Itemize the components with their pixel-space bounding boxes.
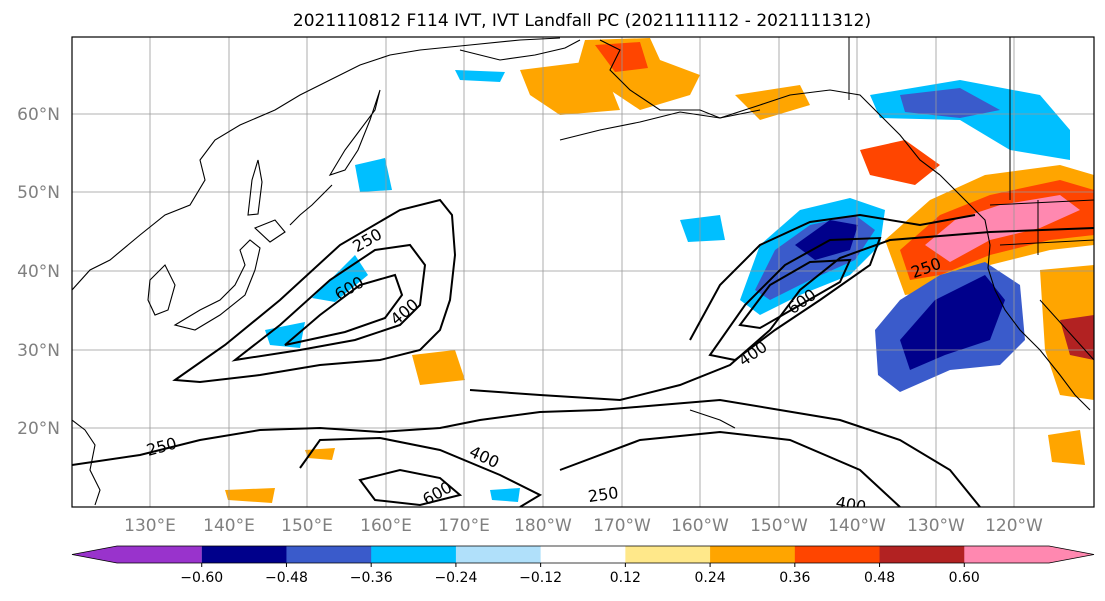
contour-label: 400 <box>834 493 867 517</box>
lon-label: 140°E <box>203 516 255 536</box>
ivt-contours <box>72 198 1094 507</box>
coast-korea <box>147 264 176 316</box>
negative-patch-offshore-core <box>900 275 1005 370</box>
lon-label: 130°E <box>124 516 176 536</box>
figure-title: 2021110812 F114 IVT, IVT Landfall PC (20… <box>293 11 871 31</box>
coast-hokkaido <box>253 219 286 243</box>
colorbar-swatch <box>540 546 626 563</box>
positive-patch-alaska-core <box>595 42 648 72</box>
contour-label: 250 <box>587 483 620 506</box>
coast-chukotka <box>459 39 581 61</box>
lat-labels: 60°N 50°N 40°N 30°N 20°N <box>17 105 60 439</box>
positive-patch-aleutian <box>520 60 620 115</box>
lon-label: 150°W <box>750 516 808 536</box>
positive-patch-bc <box>860 140 940 185</box>
coastlines <box>72 37 1091 506</box>
colorbar-swatch <box>625 546 711 563</box>
colorbar-label: 0.24 <box>695 570 726 586</box>
lon-labels: 130°E 140°E 150°E 160°E 170°E 180°W 170°… <box>124 516 1043 536</box>
negative-patch-wpac <box>312 255 368 302</box>
lat-label: 60°N <box>17 105 60 125</box>
colorbar-swatch <box>286 546 372 563</box>
lon-label: 120°W <box>985 516 1043 536</box>
colorbar-label: 0.12 <box>610 570 641 586</box>
contour-400-south <box>299 436 543 507</box>
colorbar-label: 0.60 <box>949 570 980 586</box>
border-state-1 <box>999 239 1094 246</box>
negative-patch-south-small <box>490 488 520 502</box>
contour-250-east <box>469 227 1094 402</box>
contour-600-east <box>738 258 852 330</box>
colorbar-swatch <box>371 546 457 563</box>
coast-alaska-south <box>719 89 941 176</box>
lon-label: 160°W <box>671 516 729 536</box>
colorbar-swatch <box>964 546 1094 563</box>
positive-patch-south <box>1048 430 1085 465</box>
negative-patch-siberia <box>455 70 505 82</box>
positive-patch-south-small <box>225 488 275 503</box>
colorbar-label: 0.36 <box>779 570 810 586</box>
lat-label: 20°N <box>17 419 60 439</box>
colorbar-label: −0.60 <box>180 570 223 586</box>
colorbar-label: −0.24 <box>434 570 477 586</box>
map-frame <box>71 36 1095 508</box>
colorbar-label: 0.48 <box>864 570 895 586</box>
contour-400-east <box>708 236 882 362</box>
lon-label: 140°W <box>828 516 886 536</box>
colorbar-swatch <box>794 546 881 563</box>
contour-600-south <box>358 468 463 507</box>
colorbar-label: −0.36 <box>350 570 393 586</box>
coast-kamchatka <box>328 89 381 176</box>
lat-label: 30°N <box>17 341 60 361</box>
lon-label: 180°W <box>514 516 572 536</box>
borders <box>848 37 1094 361</box>
border-us-canada <box>989 199 1094 206</box>
colorbar-swatch <box>710 546 796 563</box>
coast-alaska-west <box>599 39 721 119</box>
lon-label: 170°E <box>438 516 490 536</box>
colorbar-label: −0.12 <box>519 570 562 586</box>
lon-label: 150°E <box>281 516 333 536</box>
coast-kurils <box>289 184 333 226</box>
coast-japan <box>173 239 261 331</box>
colorbar-swatch <box>879 546 965 563</box>
coast-sakhalin <box>247 159 263 216</box>
contour-600-west <box>284 273 404 346</box>
map-area: 250 600 400 250 600 400 250 400 600 250 … <box>72 37 1094 517</box>
positive-patch-pnw-core <box>925 195 1080 262</box>
graticule <box>72 37 1094 507</box>
negative-patch-kamchatka <box>355 158 392 192</box>
lat-label: 40°N <box>17 262 60 282</box>
coast-aleutians <box>559 109 761 141</box>
anomaly-shading <box>225 38 1094 503</box>
colorbar: −0.60 −0.48 −0.36 −0.24 −0.12 0.12 0.24 0.36 0.4… <box>71 545 1095 586</box>
contour-250-west <box>172 198 457 384</box>
positive-patch-ca-core <box>1060 315 1094 360</box>
colorbar-swatch <box>455 546 542 563</box>
negative-patch-hawaii-n <box>680 215 725 242</box>
border-state-3 <box>1039 299 1094 361</box>
lon-label: 170°W <box>593 516 651 536</box>
coast-na-west <box>939 174 1091 411</box>
colorbar-label: −0.48 <box>265 570 308 586</box>
coast-taiwan-area <box>72 419 101 506</box>
colorbar-outline <box>71 545 1095 564</box>
contour-400-south-b <box>559 430 901 507</box>
colorbar-swatch <box>201 546 287 563</box>
colorbar-swatch <box>72 546 202 563</box>
lon-label: 130°W <box>907 516 965 536</box>
contour-400-west <box>231 243 427 362</box>
negative-patch-alaska-core <box>900 88 1000 118</box>
contour-250-east-b <box>689 213 976 341</box>
lon-label: 160°E <box>360 516 412 536</box>
coast-hawaii <box>689 409 736 429</box>
coast-asia-mainland <box>72 37 561 291</box>
lat-label: 50°N <box>17 183 60 203</box>
contour-250-south <box>72 398 981 507</box>
positive-patch-west <box>412 350 465 385</box>
